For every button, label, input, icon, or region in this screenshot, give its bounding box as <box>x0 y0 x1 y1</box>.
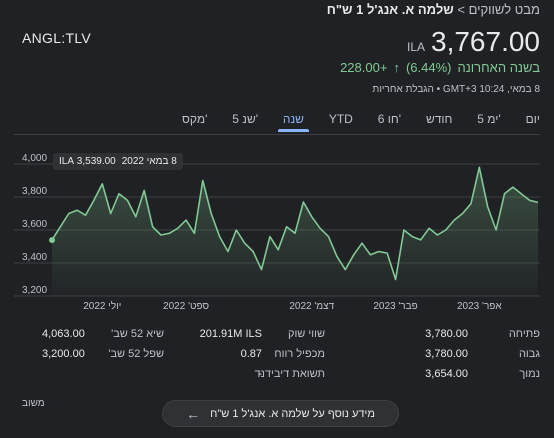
change-period: בשנה האחרונה <box>457 60 541 75</box>
chart-x-tick-label: יולי 2022 <box>83 300 121 312</box>
feedback-link[interactable]: משוב <box>22 398 45 409</box>
stat-label-dividend-yield: תשואת דיבידנד <box>254 368 325 380</box>
tab-max[interactable]: מקס' <box>182 112 208 126</box>
chart-tooltip: 8 במאי 2022 3,539.00 ILA <box>53 153 183 170</box>
tab-day[interactable]: יום <box>525 112 540 126</box>
stat-label-low: נמוך <box>519 368 540 380</box>
chart-area-fill <box>52 167 538 296</box>
ticker-symbol: ANGL:TLV <box>22 30 92 46</box>
chart-x-tick-label: דצמ' 2022 <box>289 301 334 312</box>
chart-x-tick-label: ספט' 2022 <box>163 301 209 312</box>
stat-value-high: 3,780.00 <box>425 348 468 360</box>
price-value: 3,767.00 <box>431 26 540 57</box>
chart-y-tick-label: 3,200 <box>22 285 47 296</box>
tooltip-value: 3,539.00 ILA <box>59 156 116 167</box>
tab-ytd[interactable]: YTD <box>328 112 353 126</box>
arrow-up-icon: ↑ <box>393 60 400 75</box>
stat-value-low: 3,654.00 <box>425 368 468 380</box>
stat-label-open: פתיחה <box>508 328 540 340</box>
range-tabs: יום 5 ימ' חודש 6 חו' YTD שנה 5 שנ' מקס' <box>180 110 542 132</box>
stat-value-dividend-yield: - <box>258 368 262 380</box>
tab-year[interactable]: שנה <box>277 110 310 132</box>
stat-label-market-cap: שווי שוק <box>287 328 325 340</box>
breadcrumb: מבט לשווקים > שלמה א. אנג'ל 1 ש"ח <box>327 2 540 17</box>
tooltip-date: 8 במאי 2022 <box>121 156 177 167</box>
change-percent: (6.44%) <box>405 60 452 75</box>
stat-value-52w-high: 4,063.00 <box>42 328 85 340</box>
chart-x-tick-label: אפר' 2023 <box>457 301 502 312</box>
chart-y-tick-label: 3,600 <box>22 219 47 230</box>
stats-row: נמוך 3,654.00 תשואת דיבידנד - <box>14 368 540 388</box>
chart-y-tick-label: 3,400 <box>22 252 47 263</box>
breadcrumb-separator: > <box>457 2 465 17</box>
stat-value-52w-low: 3,200.00 <box>42 348 85 360</box>
stats-row: פתיחה 3,780.00 שווי שוק 201.91M ILS שיא … <box>14 328 540 348</box>
tab-6-months[interactable]: 6 חו' <box>377 112 402 126</box>
stat-value-open: 3,780.00 <box>425 328 468 340</box>
chart-y-tick-label: 3,800 <box>22 186 47 197</box>
breadcrumb-parent[interactable]: מבט לשווקים <box>468 2 540 17</box>
more-info-label: מידע נוסף על שלמה א. אנג'ל 1 ש"ח <box>210 407 375 420</box>
tab-5-years[interactable]: 5 שנ' <box>232 112 259 126</box>
breadcrumb-current: שלמה א. אנג'ל 1 ש"ח <box>326 2 454 17</box>
change-amount: +228.00 <box>340 60 388 75</box>
stat-label-high: גבוה <box>518 348 540 360</box>
price-change: בשנה האחרונה (6.44%) ↑ +228.00 <box>340 60 540 75</box>
stats-row: גבוה 3,780.00 מכפיל רווח 0.87 שפל 52 שב'… <box>14 348 540 368</box>
chart-series-line <box>51 166 539 281</box>
stat-label-pe-ratio: מכפיל רווח <box>274 348 325 360</box>
chart-y-tick-label: 4,000 <box>22 153 47 164</box>
chart-x-tick-label: פבר' 2023 <box>373 301 417 312</box>
price-chart[interactable]: 4,000 3,800 3,600 3,400 3,200 יולי 2022 ספט' … <box>0 140 554 320</box>
stat-value-pe-ratio: 0.87 <box>240 348 262 360</box>
tabs-divider <box>14 134 540 135</box>
tab-month[interactable]: חודש <box>425 112 453 126</box>
price-row: ILA 3,767.00 <box>407 26 540 58</box>
stat-value-market-cap: 201.91M ILS <box>199 328 262 340</box>
more-info-button[interactable]: ← מידע נוסף על שלמה א. אנג'ל 1 ש"ח <box>162 400 399 427</box>
tab-5-days[interactable]: 5 ימ' <box>477 112 501 126</box>
arrow-left-icon: ← <box>186 405 201 422</box>
chart-start-point <box>49 237 55 244</box>
timestamp[interactable]: 8 במאי, 10:24 GMT+3 • הגבלת אחריות <box>372 84 540 95</box>
stat-label-52w-high: שיא 52 שב' <box>111 328 164 340</box>
price-currency: ILA <box>406 40 425 54</box>
stat-label-52w-low: שפל 52 שב' <box>108 348 164 360</box>
